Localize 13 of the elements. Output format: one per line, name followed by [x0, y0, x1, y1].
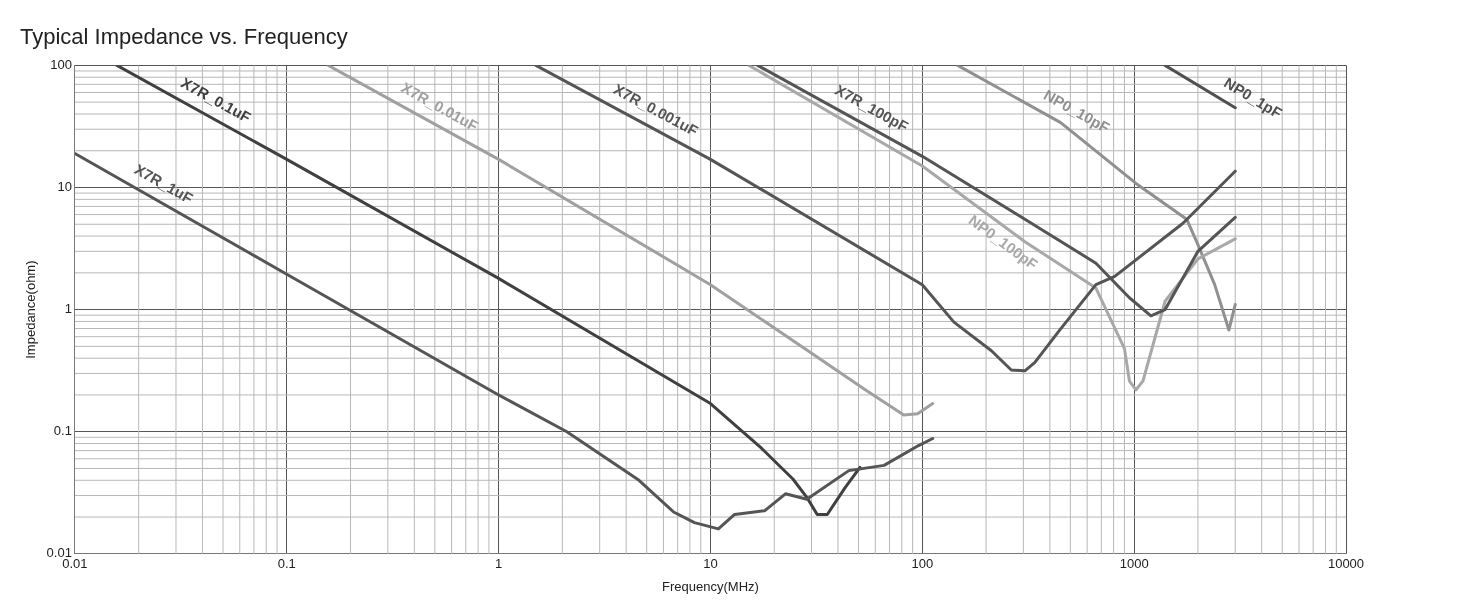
x-tick-label: 1000 [1119, 556, 1149, 572]
chart-title: Typical Impedance vs. Frequency [20, 24, 348, 50]
y-tick-label: 10 [57, 179, 72, 195]
y-tick-label: 1 [64, 301, 72, 317]
y-axis-title: Impedance(ohm) [23, 260, 39, 359]
y-tick-label: 0.1 [53, 423, 72, 439]
x-tick-label: 10000 [1327, 556, 1365, 572]
x-axis-title: Frequency(MHz) [662, 578, 759, 594]
x-tick-label: 0.1 [277, 556, 296, 572]
x-tick-label: 100 [911, 556, 934, 572]
x-tick-label: 1 [494, 556, 503, 572]
x-tick-label: 10 [703, 556, 718, 572]
y-tick-label: 100 [50, 56, 72, 72]
